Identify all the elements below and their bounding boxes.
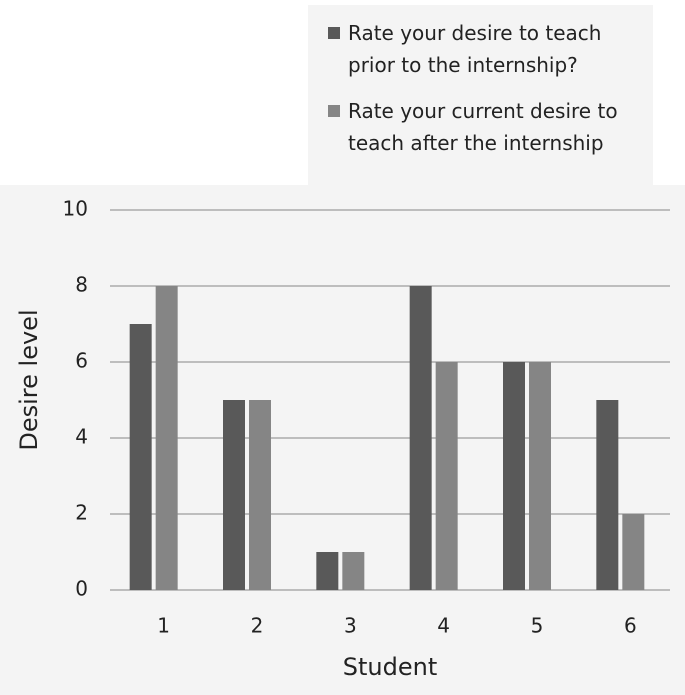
x-tick-label: 6 [624,614,637,638]
bar [342,552,365,590]
bar [596,400,619,590]
legend-swatch [328,105,340,117]
x-tick-label: 2 [251,614,264,638]
bar [409,286,432,590]
bar [435,362,458,590]
bar [503,362,525,590]
legend-swatch [328,27,340,39]
bar [529,362,551,590]
y-tick-label: 2 [75,501,88,525]
y-tick-label: 8 [75,273,88,297]
x-tick-label: 4 [437,614,450,638]
legend-label: Rate your desire to teach prior to the i… [348,21,602,77]
x-tick-label: 3 [344,614,357,638]
bar [316,552,339,590]
plot-background [0,185,685,695]
y-tick-label: 10 [63,197,88,221]
bar [223,400,245,590]
bar [155,286,178,590]
x-tick-label: 5 [531,614,544,638]
legend: Rate your desire to teach prior to the i… [308,5,653,185]
legend-item: Rate your current desire to teach after … [328,95,643,159]
y-axis-label: Desire level [15,309,43,450]
bar [622,514,645,590]
x-tick-label: 1 [157,614,170,638]
y-tick-label: 4 [75,425,88,449]
bar [249,400,271,590]
legend-item: Rate your desire to teach prior to the i… [328,17,643,81]
y-tick-label: 6 [75,349,88,373]
x-axis-label: Student [343,653,437,681]
bar [129,324,152,590]
y-tick-label: 0 [75,577,88,601]
legend-label: Rate your current desire to teach after … [348,99,618,155]
